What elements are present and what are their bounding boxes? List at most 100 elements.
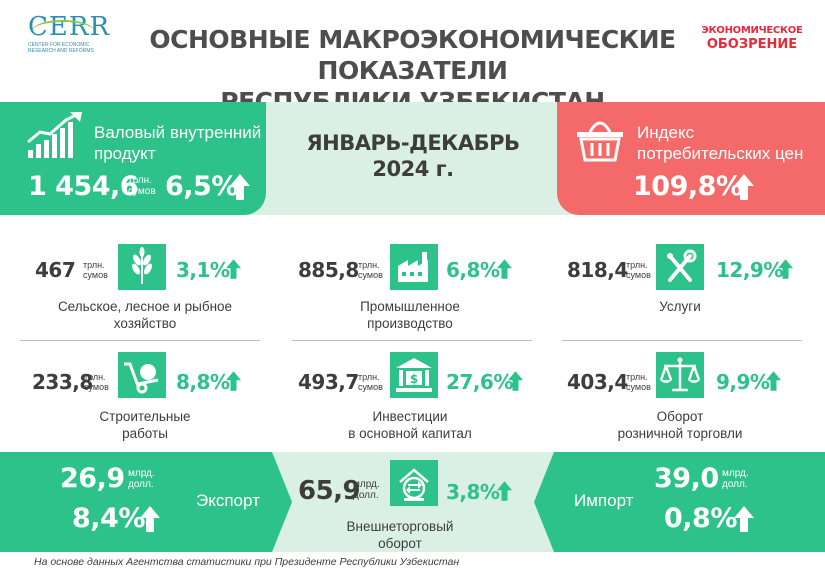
- gdp-unit-line-1: трлн.: [128, 175, 152, 186]
- cerr-logo-subtitle: Center for economic research and reforms: [28, 42, 94, 54]
- gdp-label-line-1: Валовый внутренний: [94, 123, 262, 142]
- up-arrow-icon: [226, 259, 241, 279]
- label-line-1: Промышленное: [360, 299, 460, 314]
- wheat-icon: [118, 244, 166, 290]
- import-value: 39,0: [654, 463, 719, 494]
- trade-unit: млрд. долл.: [353, 479, 380, 501]
- cpi-label-line-1: Индекс: [637, 123, 695, 142]
- up-arrow-icon: [230, 174, 250, 200]
- sector-growth: 3,1%: [176, 258, 230, 282]
- unit-line-2: долл.: [722, 479, 748, 490]
- logo-arc: [32, 20, 94, 42]
- unit-line-2: сумов: [626, 270, 651, 280]
- up-arrow-icon: [140, 506, 160, 532]
- period-line-2: 2024 г.: [372, 157, 454, 181]
- unit-line-1: трлн.: [358, 372, 380, 382]
- import-label: Импорт: [574, 491, 634, 510]
- unit-line-1: млрд.: [722, 468, 749, 479]
- sector-unit: трлн. сумов: [358, 372, 383, 392]
- source-footnote: На основе данных Агентства статистики пр…: [34, 556, 460, 568]
- gdp-label: Валовый внутренний продукт: [94, 122, 264, 164]
- gdp-value: 1 454,6: [28, 171, 139, 202]
- title-line-1: ОСНОВНЫЕ МАКРОЭКОНОМИЧЕСКИЕ ПОКАЗАТЕЛИ: [149, 25, 676, 85]
- label-line-1: Услуги: [659, 299, 701, 314]
- sector-value: 818,4: [567, 258, 628, 282]
- unit-line-1: трлн.: [358, 260, 380, 270]
- export-value: 26,9: [60, 463, 125, 494]
- unit-line-2: долл.: [128, 479, 154, 490]
- bank-icon: $: [390, 352, 438, 398]
- sector-growth: 27,6%: [446, 370, 513, 394]
- sector-label: Инвестиции в основной капитал: [310, 408, 510, 442]
- sector-value: 233,8: [32, 370, 93, 394]
- up-arrow-icon: [778, 259, 793, 279]
- globe-exchange-icon: [390, 460, 438, 506]
- up-arrow-icon: [508, 371, 523, 391]
- sector-label: Оборот розничной торговли: [590, 408, 770, 442]
- gdp-growth: 6,5%: [165, 171, 238, 202]
- cpi-value: 109,8%: [633, 171, 743, 202]
- import-unit: млрд. долл.: [722, 468, 749, 490]
- unit-line-1: млрд.: [128, 468, 155, 479]
- unit-line-2: сумов: [84, 382, 109, 392]
- scales-icon: [656, 352, 704, 398]
- trade-label: Внешнеторговый оборот: [330, 518, 470, 552]
- gdp-panel: Валовый внутренний продукт 1 454,6 трлн.…: [0, 102, 266, 215]
- gdp-unit: трлн. сумов: [128, 175, 156, 197]
- up-arrow-icon: [497, 259, 512, 279]
- unit-line-1: млрд.: [353, 479, 380, 490]
- sector-unit: трлн. сумов: [626, 260, 651, 280]
- up-arrow-icon: [497, 481, 512, 501]
- sector-growth: 12,9%: [716, 258, 783, 282]
- sector-growth: 6,8%: [446, 258, 500, 282]
- eo-logo-line-1: ЭКОНОМИЧЕСКОЕ: [701, 25, 803, 36]
- unit-line-2: сумов: [626, 382, 651, 392]
- period-line-1: ЯНВАРЬ-ДЕКАБРЬ: [306, 131, 521, 155]
- export-panel: 26,9 млрд. долл. 8,4% Экспорт: [0, 452, 292, 552]
- cpi-label-line-2: потребительских цен: [637, 144, 804, 163]
- unit-line-2: сумов: [358, 270, 383, 280]
- unit-line-1: трлн.: [83, 260, 105, 270]
- label-line-2: хозяйство: [113, 316, 177, 331]
- tools-icon: [656, 244, 704, 290]
- up-arrow-icon: [734, 506, 754, 532]
- sector-unit: трлн. сумов: [358, 260, 383, 280]
- export-growth: 8,4%: [72, 503, 145, 534]
- sector-growth: 8,8%: [176, 370, 230, 394]
- label-line-2: розничной торговли: [617, 426, 743, 441]
- unit-line-2: долл.: [353, 490, 379, 501]
- import-panel: Импорт 39,0 млрд. долл. 0,8%: [534, 452, 825, 552]
- cerr-logo: CERR Center for economic research and re…: [28, 14, 118, 54]
- svg-text:$: $: [410, 372, 418, 386]
- sector-label: Сельское, лесное и рыбное хозяйство: [40, 298, 250, 332]
- unit-line-2: сумов: [358, 382, 383, 392]
- sector-label: Строительные работы: [60, 408, 230, 442]
- unit-line-1: трлн.: [84, 372, 106, 382]
- period-label: ЯНВАРЬ-ДЕКАБРЬ 2024 г.: [300, 130, 526, 182]
- label-line-1: Оборот: [656, 409, 704, 424]
- label-line-2: производство: [367, 316, 453, 331]
- label-line-1: Внешнеторговый: [346, 519, 454, 534]
- gdp-unit-line-2: сумов: [128, 186, 156, 197]
- sector-unit: трлн. сумов: [626, 372, 651, 392]
- label-line-2: в основной капитал: [348, 426, 472, 441]
- cpi-label: Индекс потребительских цен: [637, 122, 822, 164]
- label-line-2: работы: [122, 426, 168, 441]
- label-line-1: Инвестиции: [372, 409, 448, 424]
- sector-value: 885,8: [298, 258, 359, 282]
- unit-line-2: сумов: [83, 270, 108, 280]
- factory-icon: [390, 244, 438, 290]
- eo-logo: ЭКОНОМИЧЕСКОЕ ОБОЗРЕНИЕ: [697, 24, 807, 52]
- export-label: Экспорт: [196, 491, 260, 510]
- trade-growth: 3,8%: [446, 480, 500, 504]
- unit-line-1: трлн.: [626, 260, 648, 270]
- trade-value: 65,9: [298, 476, 361, 506]
- divider: [292, 340, 532, 341]
- label-line-1: Сельское, лесное и рыбное: [57, 299, 233, 314]
- eo-logo-line-2: ОБОЗРЕНИЕ: [706, 37, 798, 52]
- import-growth: 0,8%: [664, 503, 737, 534]
- sector-growth: 9,9%: [716, 370, 770, 394]
- sector-value: 493,7: [298, 370, 359, 394]
- unit-line-1: трлн.: [626, 372, 648, 382]
- sector-value: 467: [35, 258, 76, 282]
